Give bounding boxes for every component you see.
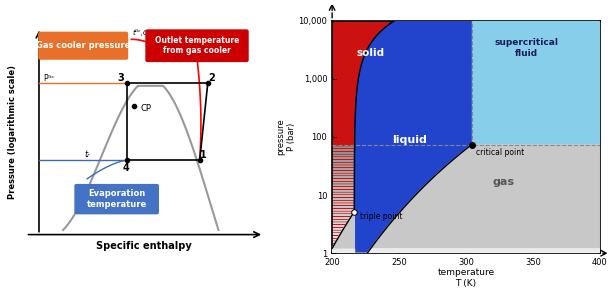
Polygon shape xyxy=(332,215,600,218)
Text: 2: 2 xyxy=(208,73,215,83)
Polygon shape xyxy=(332,172,600,175)
Polygon shape xyxy=(332,199,600,201)
Polygon shape xyxy=(332,232,600,234)
Polygon shape xyxy=(332,237,600,240)
Text: 1: 1 xyxy=(200,150,207,160)
Polygon shape xyxy=(332,226,600,229)
Polygon shape xyxy=(332,251,600,253)
Polygon shape xyxy=(332,204,600,207)
X-axis label: temperature
T (K): temperature T (K) xyxy=(438,268,494,288)
Polygon shape xyxy=(332,229,600,232)
Text: supercritical
fluid: supercritical fluid xyxy=(494,38,558,58)
Polygon shape xyxy=(332,218,600,221)
Polygon shape xyxy=(332,155,600,158)
FancyBboxPatch shape xyxy=(38,32,128,60)
Text: gas: gas xyxy=(493,177,515,187)
Text: Specific enthalpy: Specific enthalpy xyxy=(95,241,192,251)
Polygon shape xyxy=(332,177,600,180)
Y-axis label: pressure
P (bar): pressure P (bar) xyxy=(276,119,296,155)
Text: Gas cooler pressure: Gas cooler pressure xyxy=(36,41,130,50)
Polygon shape xyxy=(332,188,600,191)
Polygon shape xyxy=(332,145,600,272)
Polygon shape xyxy=(332,248,600,251)
Text: liquid: liquid xyxy=(392,135,427,145)
Text: CP: CP xyxy=(141,104,152,113)
Text: Pᴳᶜ: Pᴳᶜ xyxy=(43,74,54,83)
Text: Evaporation
temperature: Evaporation temperature xyxy=(86,190,147,209)
Text: Outlet temperature
from gas cooler: Outlet temperature from gas cooler xyxy=(155,36,239,55)
Polygon shape xyxy=(332,161,600,164)
FancyBboxPatch shape xyxy=(145,29,248,62)
Polygon shape xyxy=(332,223,600,226)
Polygon shape xyxy=(332,150,600,153)
Polygon shape xyxy=(332,234,600,237)
Polygon shape xyxy=(332,185,600,188)
Polygon shape xyxy=(332,145,600,147)
Polygon shape xyxy=(332,158,600,161)
Polygon shape xyxy=(332,153,600,155)
Polygon shape xyxy=(332,191,600,194)
Polygon shape xyxy=(332,245,600,248)
Polygon shape xyxy=(332,166,600,169)
Text: 3: 3 xyxy=(118,73,124,83)
Text: tᴳᶜ,OUT: tᴳᶜ,OUT xyxy=(132,29,158,36)
Polygon shape xyxy=(354,21,472,272)
Polygon shape xyxy=(332,210,600,213)
Polygon shape xyxy=(332,194,600,196)
Polygon shape xyxy=(332,213,600,215)
Polygon shape xyxy=(332,240,600,242)
Text: triple point: triple point xyxy=(360,212,402,221)
Polygon shape xyxy=(332,207,600,210)
Polygon shape xyxy=(332,201,600,204)
Polygon shape xyxy=(332,182,600,185)
FancyBboxPatch shape xyxy=(74,184,159,214)
Polygon shape xyxy=(332,21,600,253)
Polygon shape xyxy=(332,196,600,199)
Text: tᵣ: tᵣ xyxy=(84,150,90,159)
Polygon shape xyxy=(332,164,600,166)
Polygon shape xyxy=(332,180,600,182)
Polygon shape xyxy=(332,145,600,272)
Text: Pressure (logarithmic scale): Pressure (logarithmic scale) xyxy=(8,65,17,199)
Polygon shape xyxy=(332,242,600,245)
Polygon shape xyxy=(332,175,600,177)
Polygon shape xyxy=(472,21,600,145)
Text: 4: 4 xyxy=(122,163,129,173)
Polygon shape xyxy=(332,169,600,172)
Polygon shape xyxy=(332,147,600,150)
Polygon shape xyxy=(332,221,600,223)
Text: critical point: critical point xyxy=(476,148,524,157)
Text: solid: solid xyxy=(356,48,384,58)
